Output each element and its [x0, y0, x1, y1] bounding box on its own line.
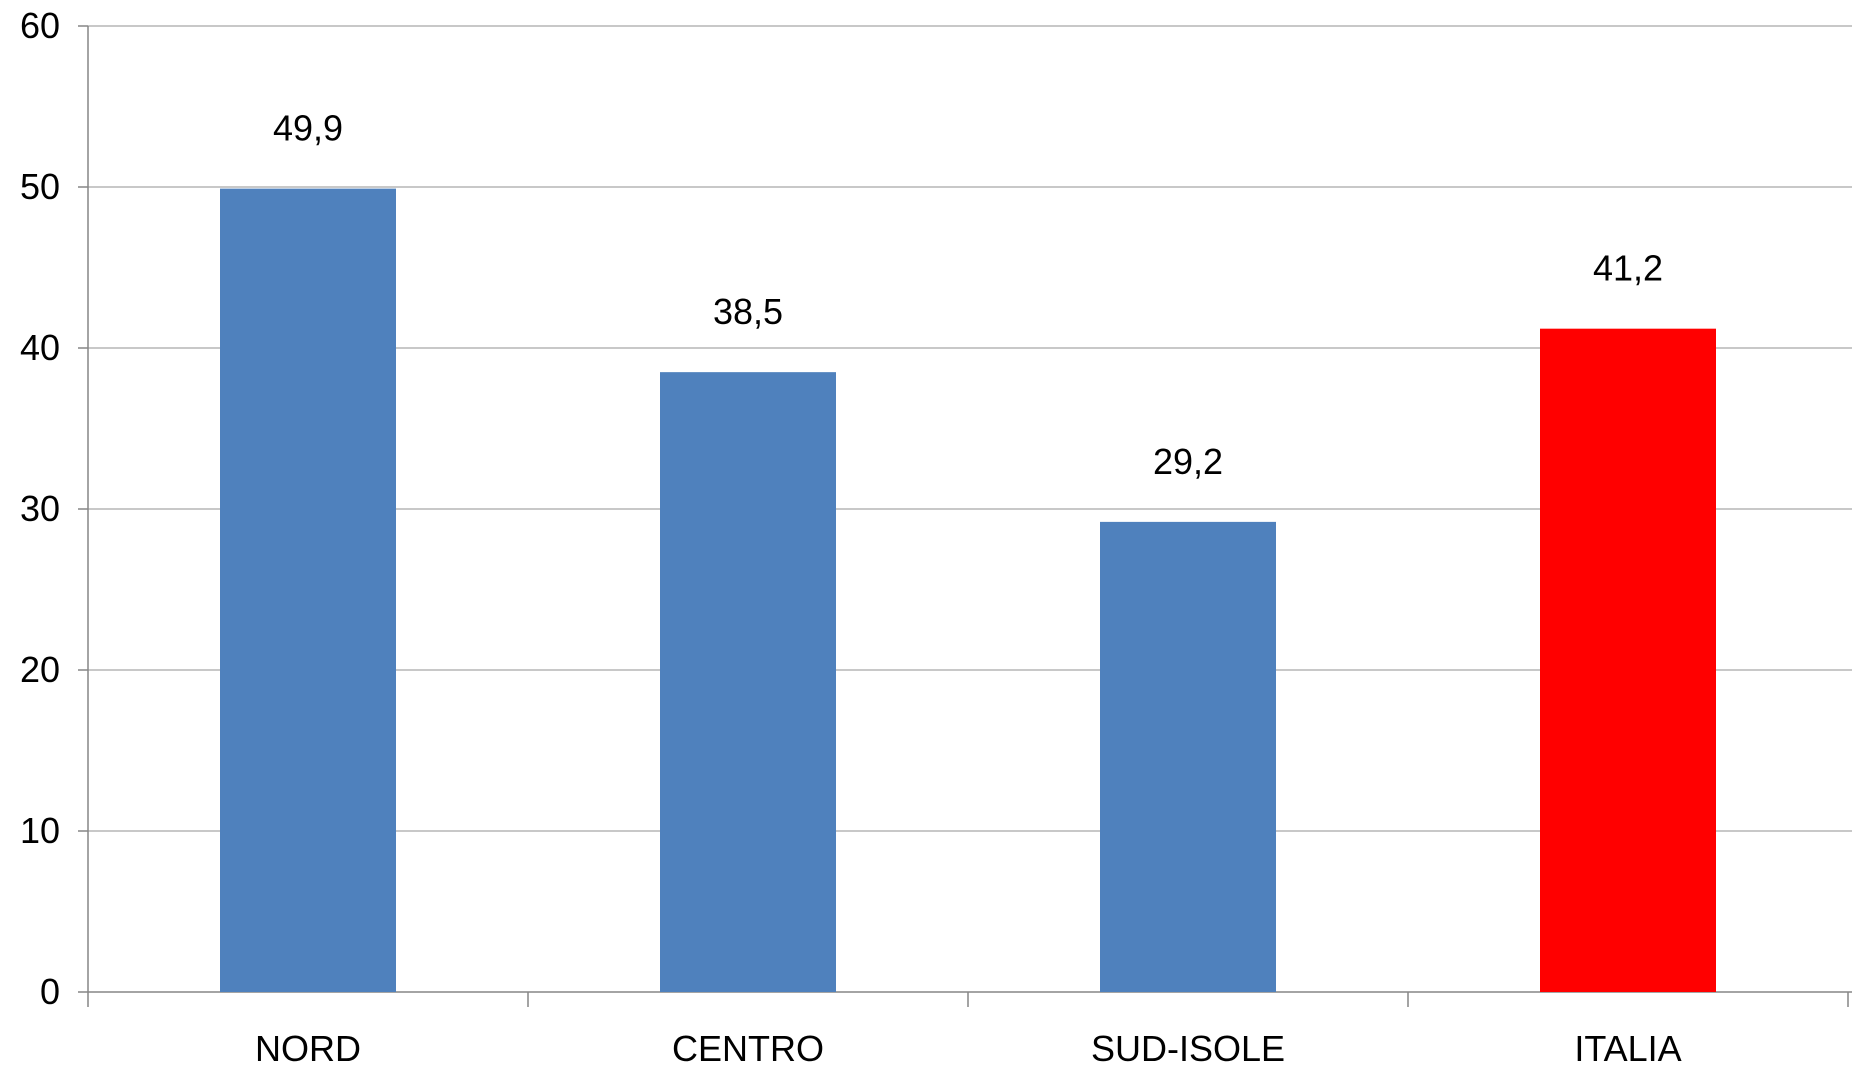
y-tick-label: 60 — [20, 5, 60, 46]
x-label-sud-isole: SUD-ISOLE — [1091, 1028, 1285, 1069]
x-axis-labels: NORD CENTRO SUD-ISOLE ITALIA — [255, 1028, 1682, 1069]
y-tick-label: 0 — [40, 971, 60, 1012]
data-labels: 49,9 38,5 29,2 41,2 — [273, 108, 1663, 482]
x-label-italia: ITALIA — [1574, 1028, 1681, 1069]
x-label-nord: NORD — [255, 1028, 361, 1069]
bar-centro — [660, 372, 836, 992]
bar-italia — [1540, 328, 1716, 992]
data-label-italia: 41,2 — [1593, 248, 1663, 289]
bars — [220, 188, 1716, 993]
bar-sud-isole — [1100, 521, 1276, 992]
y-tick-label: 30 — [20, 488, 60, 529]
data-label-nord: 49,9 — [273, 108, 343, 149]
y-tick-label: 20 — [20, 649, 60, 690]
data-label-centro: 38,5 — [713, 291, 783, 332]
bar-nord — [220, 188, 396, 993]
y-tick-label: 40 — [20, 327, 60, 368]
x-label-centro: CENTRO — [672, 1028, 824, 1069]
y-tick-label: 10 — [20, 810, 60, 851]
y-tick-label: 50 — [20, 166, 60, 207]
data-label-sud-isole: 29,2 — [1153, 441, 1223, 482]
y-axis-ticks: 0 10 20 30 40 50 60 — [20, 5, 60, 1012]
